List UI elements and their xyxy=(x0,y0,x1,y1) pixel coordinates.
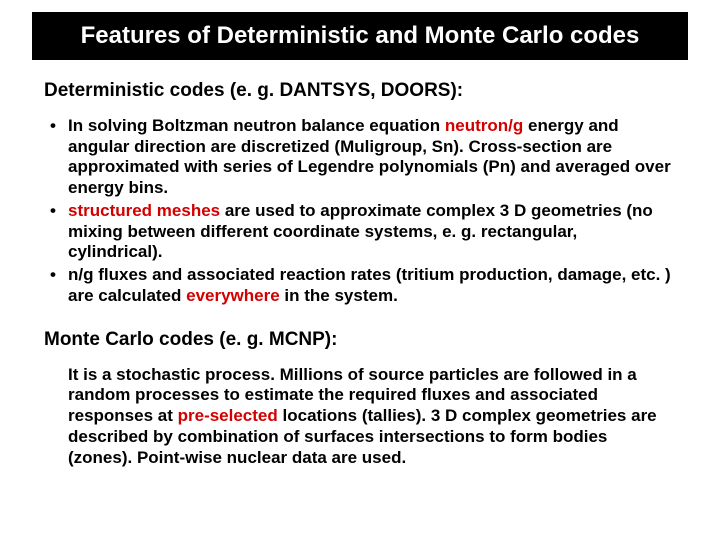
section1-heading: Deterministic codes (e. g. DANTSYS, DOOR… xyxy=(44,80,676,102)
bullet-2: structured meshes are used to approximat… xyxy=(50,201,676,263)
bullet-3: n/g fluxes and associated reaction rates… xyxy=(50,265,676,306)
slide-body: Deterministic codes (e. g. DANTSYS, DOOR… xyxy=(44,80,676,468)
text: In solving Boltzman neutron balance equa… xyxy=(68,116,445,135)
highlight-g: g xyxy=(513,116,523,135)
text: n/ xyxy=(68,265,83,284)
slide: Features of Deterministic and Monte Carl… xyxy=(0,0,720,540)
title-box: Features of Deterministic and Monte Carl… xyxy=(32,12,688,60)
section2-heading: Monte Carlo codes (e. g. MCNP): xyxy=(44,329,676,351)
section1-bullets: In solving Boltzman neutron balance equa… xyxy=(50,116,676,307)
highlight: neutron/ xyxy=(445,116,513,135)
section2-paragraph: It is a stochastic process. Millions of … xyxy=(68,365,676,469)
slide-title: Features of Deterministic and Monte Carl… xyxy=(46,22,674,50)
highlight: structured meshes xyxy=(68,201,220,220)
text: in the system. xyxy=(280,286,398,305)
highlight: pre-selected xyxy=(178,406,278,425)
text-g: g xyxy=(83,265,93,284)
bullet-1: In solving Boltzman neutron balance equa… xyxy=(50,116,676,199)
highlight: everywhere xyxy=(186,286,280,305)
